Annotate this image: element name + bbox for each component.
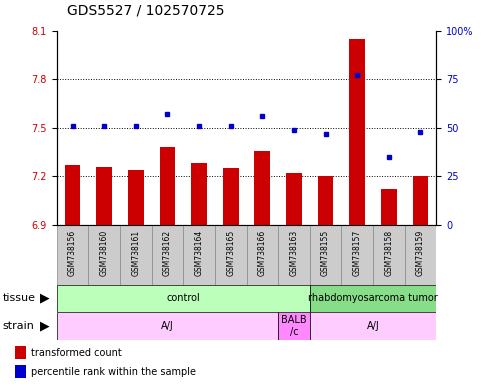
Bar bbox=[317, 177, 333, 225]
Text: GSM738162: GSM738162 bbox=[163, 230, 172, 276]
Text: transformed count: transformed count bbox=[31, 348, 122, 358]
Bar bbox=[373, 225, 405, 285]
Bar bbox=[223, 168, 239, 225]
Bar bbox=[278, 225, 310, 285]
Bar bbox=[15, 365, 27, 378]
Text: GSM738155: GSM738155 bbox=[321, 230, 330, 276]
Bar bbox=[381, 189, 397, 225]
Text: GSM738161: GSM738161 bbox=[131, 230, 141, 276]
Bar bbox=[65, 165, 80, 225]
Bar bbox=[310, 225, 341, 285]
Text: A/J: A/J bbox=[367, 321, 380, 331]
Bar bbox=[57, 312, 278, 340]
Bar bbox=[350, 39, 365, 225]
Bar bbox=[215, 225, 246, 285]
Bar bbox=[128, 170, 143, 225]
Bar bbox=[341, 225, 373, 285]
Bar bbox=[88, 225, 120, 285]
Text: GDS5527 / 102570725: GDS5527 / 102570725 bbox=[67, 3, 224, 17]
Text: GSM738164: GSM738164 bbox=[195, 230, 204, 276]
Text: tissue: tissue bbox=[2, 293, 35, 303]
Bar bbox=[191, 164, 207, 225]
Text: GSM738157: GSM738157 bbox=[352, 230, 362, 276]
Bar bbox=[160, 147, 176, 225]
Text: GSM738158: GSM738158 bbox=[385, 230, 393, 276]
Text: GSM738166: GSM738166 bbox=[258, 230, 267, 276]
Bar bbox=[152, 225, 183, 285]
Bar bbox=[254, 151, 270, 225]
Text: strain: strain bbox=[2, 321, 35, 331]
Bar bbox=[183, 225, 215, 285]
Text: GSM738156: GSM738156 bbox=[68, 230, 77, 276]
Text: GSM738165: GSM738165 bbox=[226, 230, 235, 276]
Bar bbox=[278, 312, 310, 340]
Bar bbox=[96, 167, 112, 225]
Bar bbox=[120, 225, 152, 285]
Bar bbox=[310, 285, 436, 312]
Bar bbox=[310, 312, 436, 340]
Bar bbox=[57, 225, 88, 285]
Text: ▶: ▶ bbox=[40, 319, 50, 333]
Bar bbox=[413, 177, 428, 225]
Bar bbox=[246, 225, 278, 285]
Text: GSM738163: GSM738163 bbox=[289, 230, 298, 276]
Text: percentile rank within the sample: percentile rank within the sample bbox=[31, 367, 196, 377]
Text: A/J: A/J bbox=[161, 321, 174, 331]
Text: GSM738159: GSM738159 bbox=[416, 230, 425, 276]
Text: rhabdomyosarcoma tumor: rhabdomyosarcoma tumor bbox=[308, 293, 438, 303]
Bar bbox=[286, 173, 302, 225]
Bar bbox=[15, 346, 27, 359]
Text: GSM738160: GSM738160 bbox=[100, 230, 108, 276]
Text: BALB
/c: BALB /c bbox=[281, 315, 307, 337]
Text: control: control bbox=[166, 293, 200, 303]
Text: ▶: ▶ bbox=[40, 292, 50, 305]
Bar bbox=[57, 285, 310, 312]
Bar bbox=[405, 225, 436, 285]
